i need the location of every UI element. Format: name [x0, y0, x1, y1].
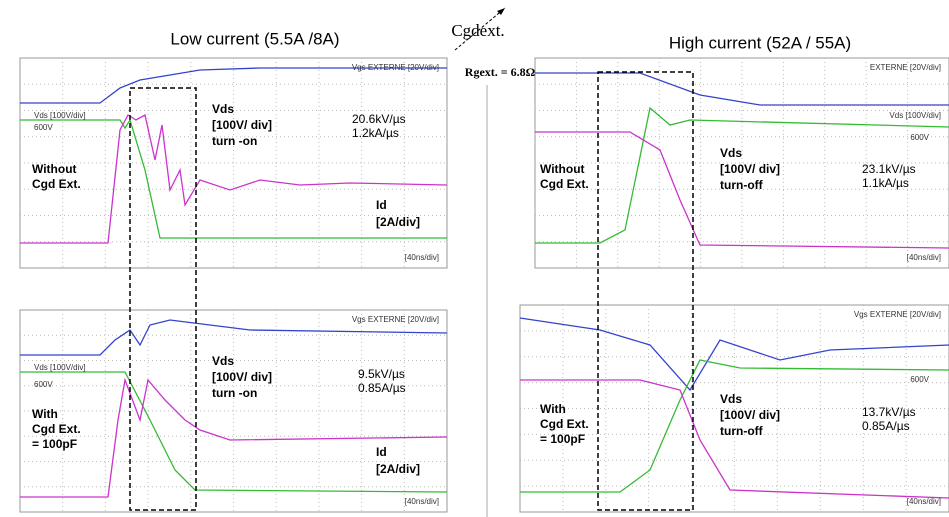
condition: = 100pF: [540, 432, 585, 446]
vds-label: [100V/ div]: [720, 162, 780, 176]
level: 600V: [34, 380, 53, 389]
condition: = 100pF: [32, 437, 77, 451]
condition: With: [540, 402, 566, 416]
vds-label: turn-off: [720, 178, 764, 192]
condition: With: [32, 407, 58, 421]
id-label: Id: [376, 198, 387, 212]
condition: Cgd Ext.: [540, 177, 589, 191]
level: 600V: [910, 375, 929, 384]
right-title: High current (52A / 55A): [669, 33, 851, 52]
vds-label: turn-off: [720, 424, 764, 438]
vds-label: turn -on: [212, 386, 257, 400]
id-label: [2A/div]: [376, 215, 420, 229]
condition: Cgd Ext.: [32, 177, 81, 191]
slew-rate: 13.7kV/µs: [862, 405, 916, 419]
vgs-scale: Vgs EXTERNE [20V/div]: [854, 310, 941, 319]
vds-label: Vds: [212, 354, 234, 368]
condition: Without: [540, 162, 585, 176]
slew-rate: 0.85A/µs: [358, 381, 406, 395]
vds-label: Vds: [720, 392, 742, 406]
timebase: [40ns/div]: [405, 497, 439, 506]
timebase: [40ns/div]: [907, 253, 941, 262]
slew-rate: 1.1kA/µs: [862, 176, 909, 190]
left-title: Low current (5.5A /8A): [170, 29, 339, 48]
timebase: [40ns/div]: [405, 253, 439, 262]
level: 600V: [34, 123, 53, 132]
vds-scale: Vds [100V/div]: [34, 363, 86, 372]
vgs-scale: EXTERNE [20V/div]: [870, 63, 941, 72]
figure: Low current (5.5A /8A) Cgdext. Rgext. = …: [0, 0, 949, 517]
condition: Cgd Ext.: [32, 422, 81, 436]
vds-label: Vds: [720, 146, 742, 160]
vds-scale: Vds [100V/div]: [889, 111, 941, 120]
vds-label: [100V/ div]: [212, 118, 272, 132]
vds-label: Vds: [212, 102, 234, 116]
condition: Cgd Ext.: [540, 417, 589, 431]
slew-rate: 20.6kV/µs: [352, 112, 406, 126]
vgs-scale: Vgs EXTERNE [20V/div]: [352, 63, 439, 72]
vgs-scale: Vgs EXTERNE [20V/div]: [352, 315, 439, 324]
slew-rate: 1.2kA/µs: [352, 126, 399, 140]
slew-rate: 23.1kV/µs: [862, 162, 916, 176]
vds-label: turn -on: [212, 134, 257, 148]
rgext-label: Rgext. = 6.8Ω: [465, 65, 536, 79]
vds-scale: Vds [100V/div]: [34, 111, 86, 120]
id-label: Id: [376, 445, 387, 459]
slew-rate: 0.85A/µs: [862, 419, 910, 433]
condition: Without: [32, 162, 77, 176]
level: 600V: [910, 133, 929, 142]
vds-label: [100V/ div]: [212, 370, 272, 384]
id-label: [2A/div]: [376, 462, 420, 476]
slew-rate: 9.5kV/µs: [358, 367, 405, 381]
timebase: [40ns/div]: [907, 497, 941, 506]
vds-label: [100V/ div]: [720, 408, 780, 422]
